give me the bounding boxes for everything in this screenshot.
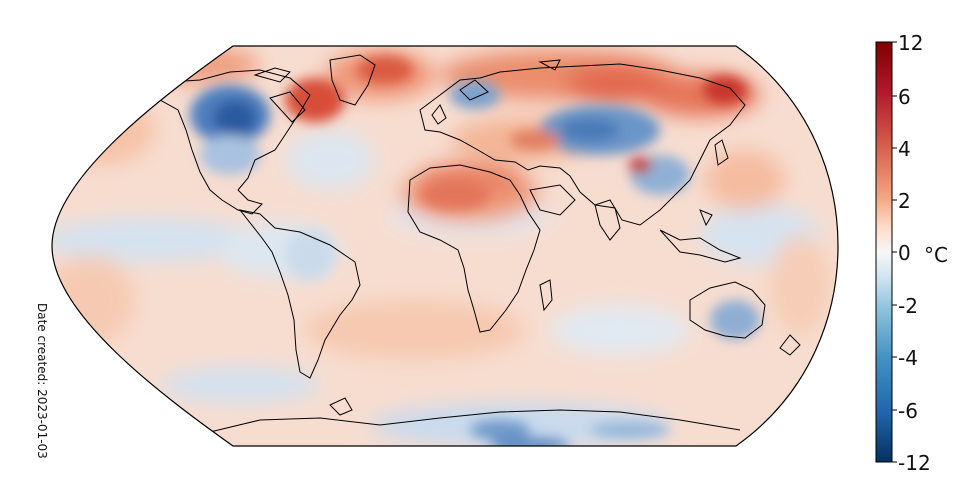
colorbar: 12 6 4 2 0 -2 -4 -6 -12 °C [875, 31, 948, 475]
colorbar-tick-neg4: -4 [898, 346, 918, 370]
anomaly-field [52, 46, 838, 446]
colorbar-tick-6: 6 [898, 85, 911, 109]
coastlines [138, 54, 801, 433]
colorbar-tick-12: 12 [898, 31, 923, 55]
date-created-label: Date created: 2023-01-03 [35, 303, 49, 459]
colorbar-tick-4: 4 [898, 137, 911, 161]
colorbar-tick-neg2: -2 [898, 294, 918, 318]
colorbar-tick-2: 2 [898, 189, 911, 213]
colorbar-gradient [875, 41, 893, 463]
colorbar-tick-0: 0 [898, 241, 911, 265]
colorbar-tick-neg6: -6 [898, 399, 918, 423]
colorbar-tick-neg12: -12 [898, 451, 931, 475]
colorbar-unit: °C [924, 243, 948, 267]
globe-outline [51, 45, 839, 447]
